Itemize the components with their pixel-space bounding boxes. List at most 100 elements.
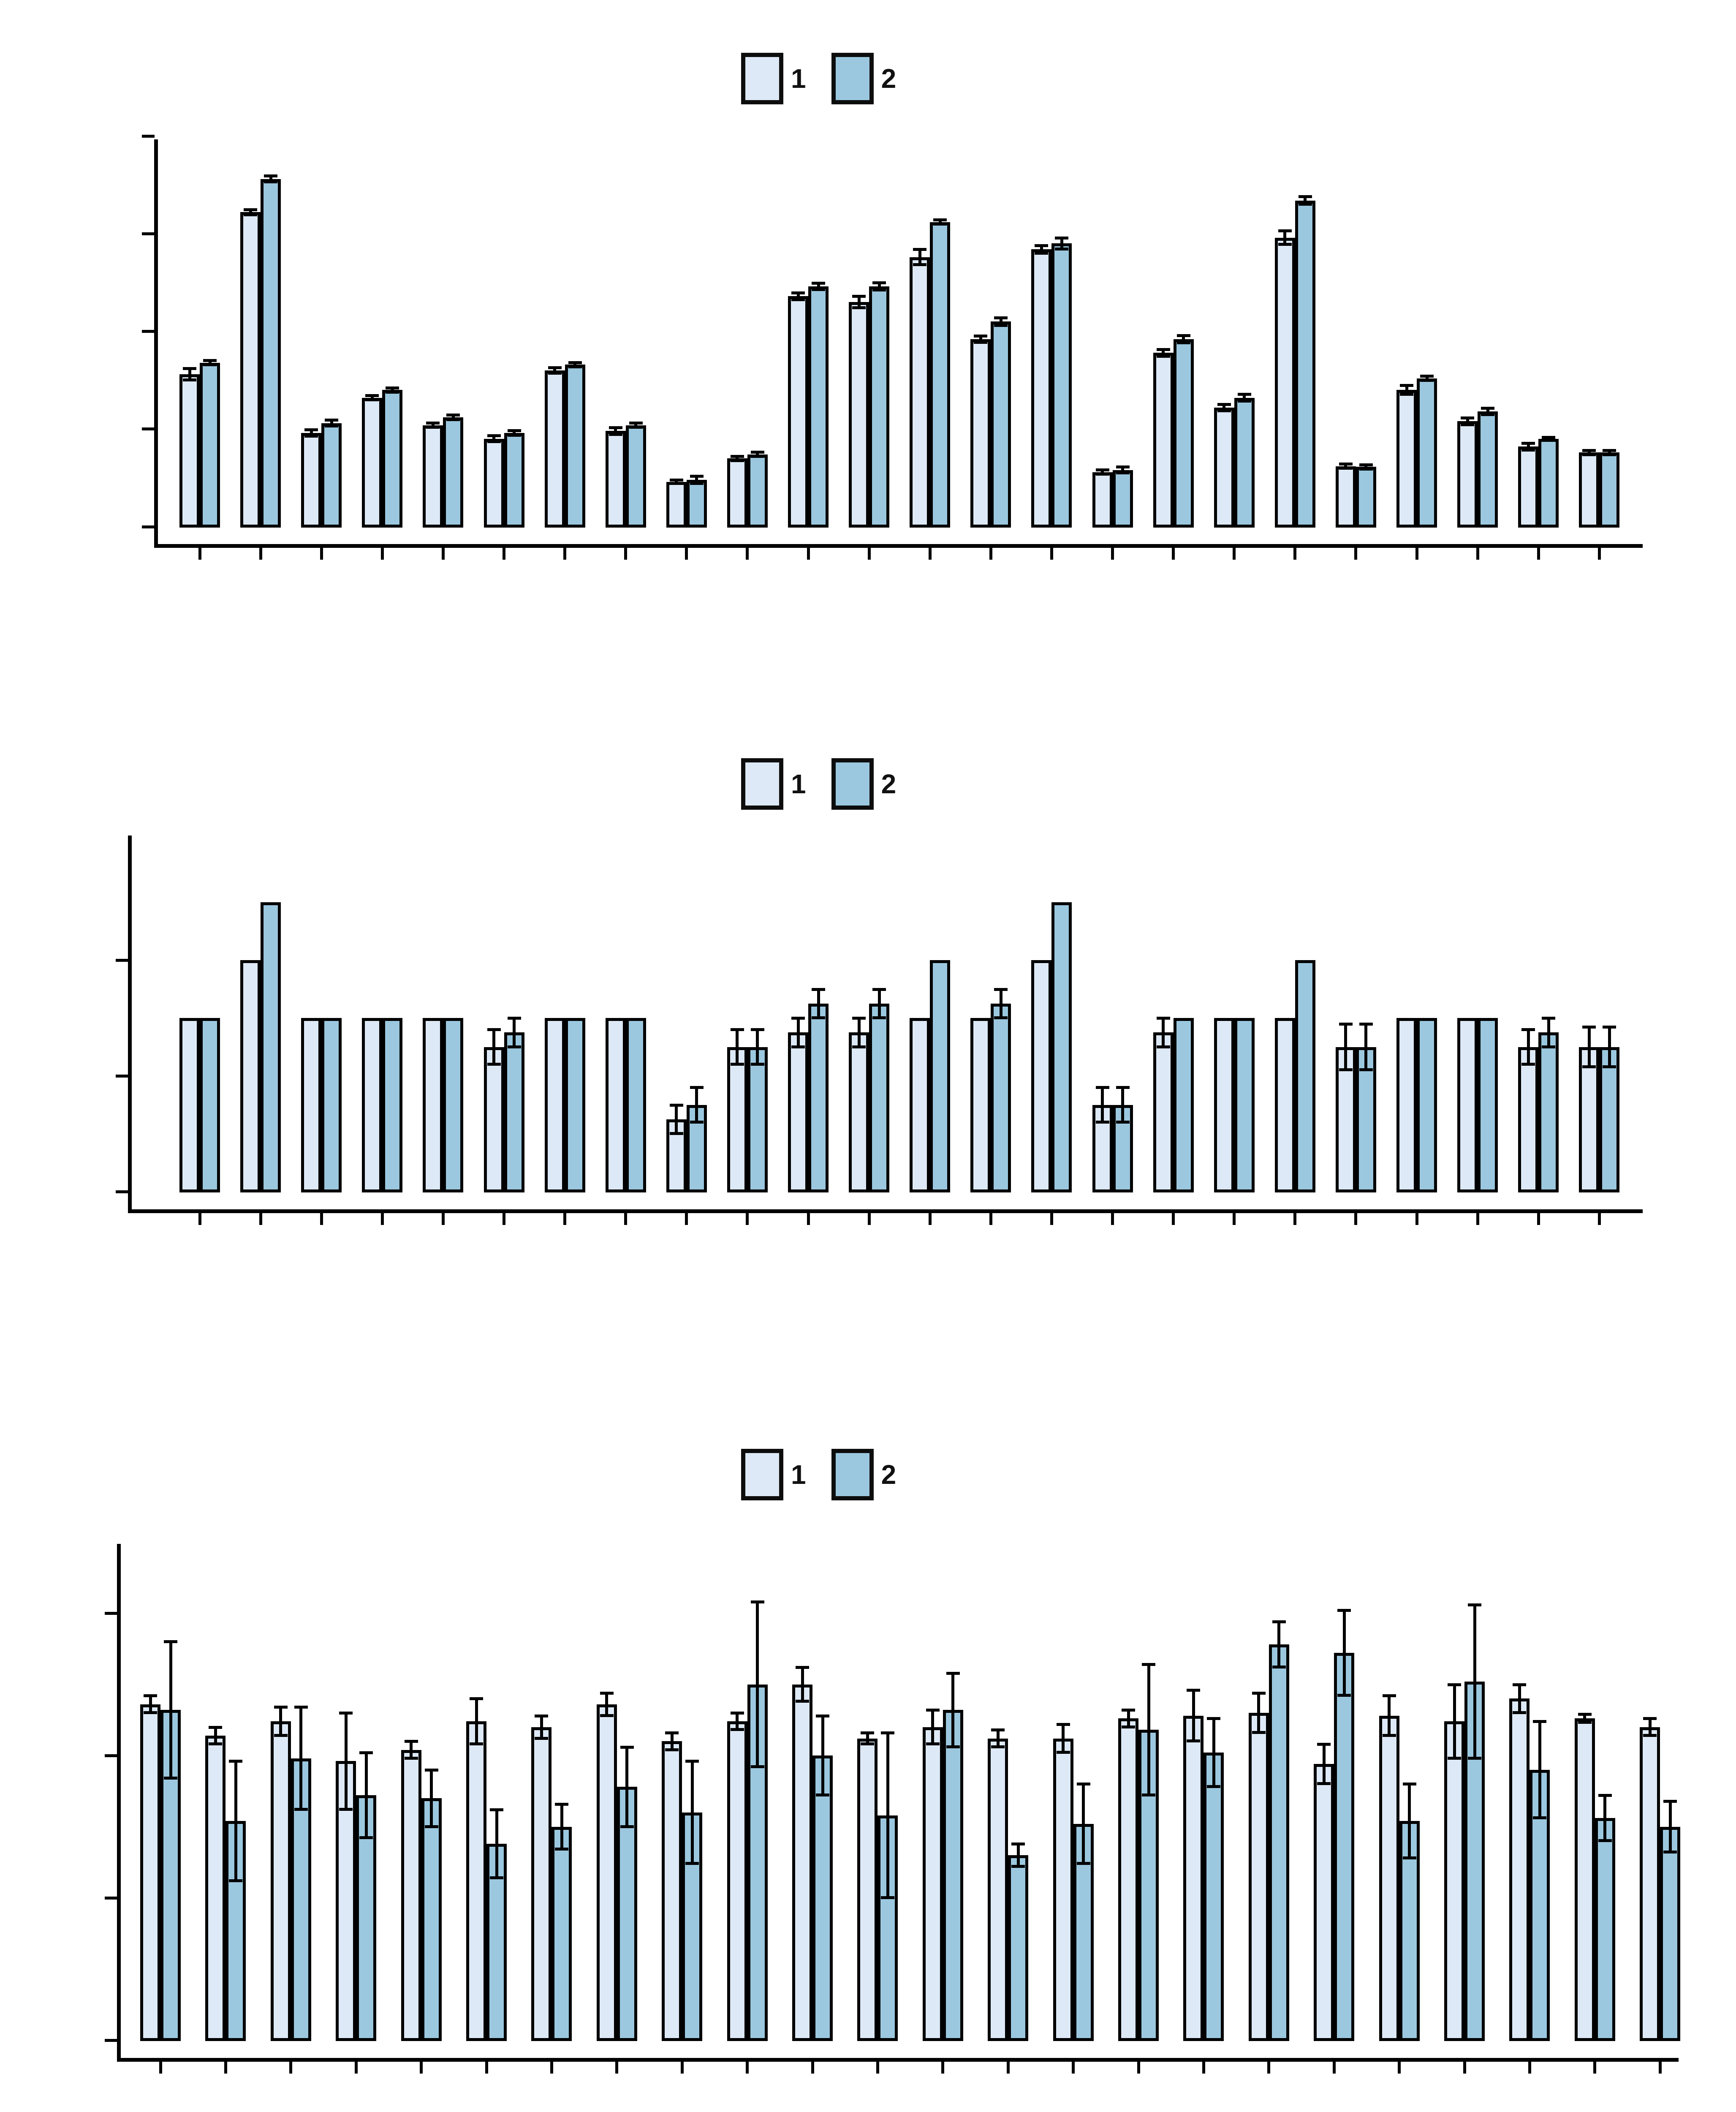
bar-HOME-series-2: [808, 1003, 829, 1192]
error-bar-line: [801, 1667, 804, 1701]
error-bar-cap-bottom: [507, 433, 521, 437]
error-bar-cap-bottom: [861, 1742, 875, 1746]
y-tick-mark: [116, 1074, 128, 1078]
error-bar-line: [605, 1693, 609, 1716]
error-bar-cap-top: [1448, 1683, 1461, 1686]
error-bar-cap-bottom: [1481, 413, 1495, 416]
error-bar-line: [999, 318, 1002, 326]
error-bar-cap-top: [1400, 384, 1413, 387]
error-bar-line: [736, 1029, 739, 1064]
error-bar-cap-top: [991, 1728, 1005, 1732]
error-bar-cap-bottom: [304, 435, 318, 438]
bar-VG-series-2: [1599, 1047, 1620, 1192]
bar-BHN5-series-1: [362, 397, 383, 528]
x-tick-mark: [485, 2062, 488, 2074]
error-bar-line: [951, 1673, 955, 1747]
error-bar-cap-bottom: [1603, 1065, 1616, 1069]
error-bar-line: [188, 368, 191, 381]
error-bar-line: [1466, 417, 1469, 425]
x-tick-mark: [680, 2062, 684, 2074]
error-bar-cap-bottom: [1176, 341, 1190, 345]
legend-swatch-series-1: [741, 758, 783, 810]
error-bar-cap-top: [872, 281, 886, 284]
error-bar-cap-bottom: [568, 365, 582, 368]
error-bar-line: [573, 362, 577, 367]
error-bar-cap-bottom: [365, 398, 379, 402]
y-axis-line: [154, 139, 158, 548]
bar-ARKA-series-2: [261, 902, 281, 1192]
error-bar-line: [1322, 1744, 1326, 1784]
bar-CELE-series-1: [484, 1047, 504, 1192]
y-tick-mark: [105, 2039, 117, 2042]
error-bar-cap-top: [1533, 1720, 1547, 1723]
error-bar-line: [1527, 443, 1530, 450]
error-bar-cap-top: [548, 366, 562, 369]
bar-PICU-series-2: [1234, 397, 1255, 528]
error-bar-cap-bottom: [1582, 1065, 1596, 1069]
bar-BHN1-series-1: [301, 1018, 322, 1192]
bar-NEWG-series-2: [1112, 1105, 1133, 1192]
error-bar-line: [431, 422, 435, 428]
bar-HEAT-series-1: [662, 1741, 682, 2041]
error-bar-cap-bottom: [1521, 448, 1535, 452]
error-bar-cap-top: [535, 1714, 549, 1717]
error-bar-line: [410, 1741, 413, 1758]
bar-BR-series-2: [421, 1798, 442, 2041]
bar-LaF6-series-2: [1051, 243, 1072, 528]
error-bar-line: [299, 1707, 303, 1810]
error-bar-line: [634, 422, 638, 428]
error-bar-line: [1342, 1610, 1346, 1696]
x-tick-mark: [320, 1213, 323, 1225]
error-bar-line: [756, 1029, 759, 1064]
error-bar-cap-bottom: [244, 213, 258, 216]
error-bar-cap-top: [1382, 1694, 1396, 1698]
error-bar-cap-top: [852, 295, 866, 298]
error-bar-cap-top: [487, 1028, 501, 1032]
error-bar-cap-bottom: [872, 288, 886, 292]
error-bar-cap-bottom: [359, 1836, 373, 1840]
error-bar-line: [1583, 1714, 1587, 1723]
error-bar-cap-top: [629, 421, 643, 425]
error-bar-line: [999, 989, 1002, 1018]
bar-ARKA-series-1: [240, 960, 261, 1192]
y-tick-mark: [142, 427, 155, 431]
bar-ESTI-series-1: [531, 1727, 552, 2041]
error-bar-line: [1603, 1795, 1607, 1841]
error-bar-cap-bottom: [669, 1132, 683, 1135]
error-bar-cap-top: [685, 1760, 699, 1763]
error-bar-cap-bottom: [1237, 400, 1251, 403]
y-tick-mark: [116, 1190, 128, 1193]
error-bar-cap-top: [555, 1802, 569, 1806]
error-bar-line: [208, 360, 212, 365]
x-tick-mark: [1050, 1213, 1053, 1225]
error-bar-cap-top: [913, 248, 927, 251]
bar-FL91-series-1: [596, 1704, 617, 2041]
error-bar-cap-bottom: [750, 1765, 764, 1768]
bar-SQ-series-1: [1396, 390, 1417, 528]
error-bar-cap-top: [339, 1711, 353, 1715]
error-bar-cap-top: [203, 359, 217, 362]
x-tick-mark: [550, 2062, 553, 2074]
error-bar-cap-top: [852, 1017, 866, 1020]
bar-HT2-series-2: [930, 960, 951, 1192]
x-tick-mark: [746, 1213, 749, 1225]
bar-TRIB-series-2: [1538, 438, 1559, 528]
error-bar-cap-top: [1237, 393, 1251, 396]
error-bar-cap-bottom: [1272, 1666, 1286, 1669]
bar-TL-series-2: [1478, 411, 1498, 528]
error-bar-cap-top: [507, 1017, 521, 1020]
x-tick-mark: [1463, 2062, 1466, 2074]
error-bar-line: [234, 1761, 237, 1881]
bar-HT2-series-1: [922, 1727, 943, 2041]
y-tick-mark: [116, 958, 128, 962]
bar-CELE-series-2: [504, 1032, 524, 1192]
error-bar-line: [330, 420, 333, 427]
x-tick-mark: [1267, 2062, 1271, 2074]
bar-PP-series-2: [1334, 1653, 1355, 2041]
error-bar-cap-top: [791, 1017, 805, 1020]
error-bar-line: [1453, 1684, 1456, 1758]
error-bar-cap-bottom: [1122, 1725, 1135, 1728]
x-tick-mark: [1537, 548, 1540, 560]
bar-VG-series-1: [1579, 1047, 1600, 1192]
x-tick-mark: [807, 1213, 810, 1225]
